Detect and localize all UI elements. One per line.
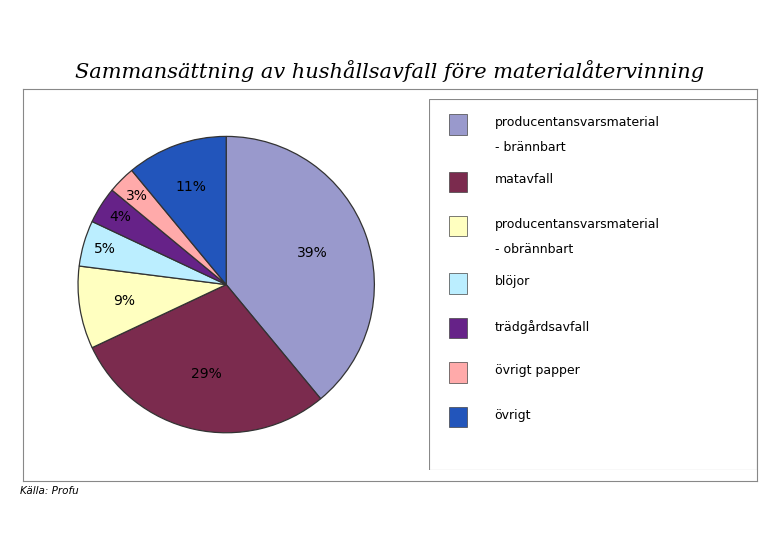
Text: 39%: 39% (297, 246, 328, 260)
Wedge shape (92, 285, 321, 433)
Text: - obrännbart: - obrännbart (495, 243, 573, 256)
Text: 4%: 4% (109, 210, 131, 224)
Text: Sammansättning av hushållsavfall före materialåtervinning: Sammansättning av hushållsavfall före ma… (76, 60, 704, 82)
Bar (448, 273, 466, 294)
Text: 5%: 5% (94, 242, 116, 256)
Text: 29%: 29% (191, 367, 222, 381)
Text: Källa: Profu: Källa: Profu (20, 486, 78, 496)
Text: Institutionen för energiteknik: Institutionen för energiteknik (20, 516, 222, 530)
Text: producentansvarsmaterial: producentansvarsmaterial (495, 116, 660, 129)
Bar (448, 216, 466, 237)
Text: 11%: 11% (176, 180, 207, 194)
Bar (448, 407, 466, 427)
Bar (448, 318, 466, 338)
Text: matavfall: matavfall (495, 173, 554, 186)
Text: 3%: 3% (126, 188, 148, 202)
Text: - brännbart: - brännbart (495, 141, 566, 154)
Text: Chalmers tekniska högskola: Chalmers tekniska högskola (577, 21, 764, 33)
Bar (448, 114, 466, 134)
Text: producentansvarsmaterial: producentansvarsmaterial (495, 218, 660, 231)
Wedge shape (80, 221, 226, 285)
Text: övrigt: övrigt (495, 409, 531, 422)
Text: trädgårdsavfall: trädgårdsavfall (495, 320, 590, 334)
Bar (448, 362, 466, 383)
Text: blöjor: blöjor (495, 275, 530, 288)
Wedge shape (92, 190, 226, 285)
Text: övrigt papper: övrigt papper (495, 364, 580, 377)
Wedge shape (78, 266, 226, 348)
Bar (448, 172, 466, 192)
Text: CHALMERS: CHALMERS (14, 18, 125, 36)
Wedge shape (226, 137, 374, 399)
Wedge shape (132, 137, 226, 285)
Wedge shape (112, 171, 226, 285)
Text: 9%: 9% (113, 294, 135, 308)
